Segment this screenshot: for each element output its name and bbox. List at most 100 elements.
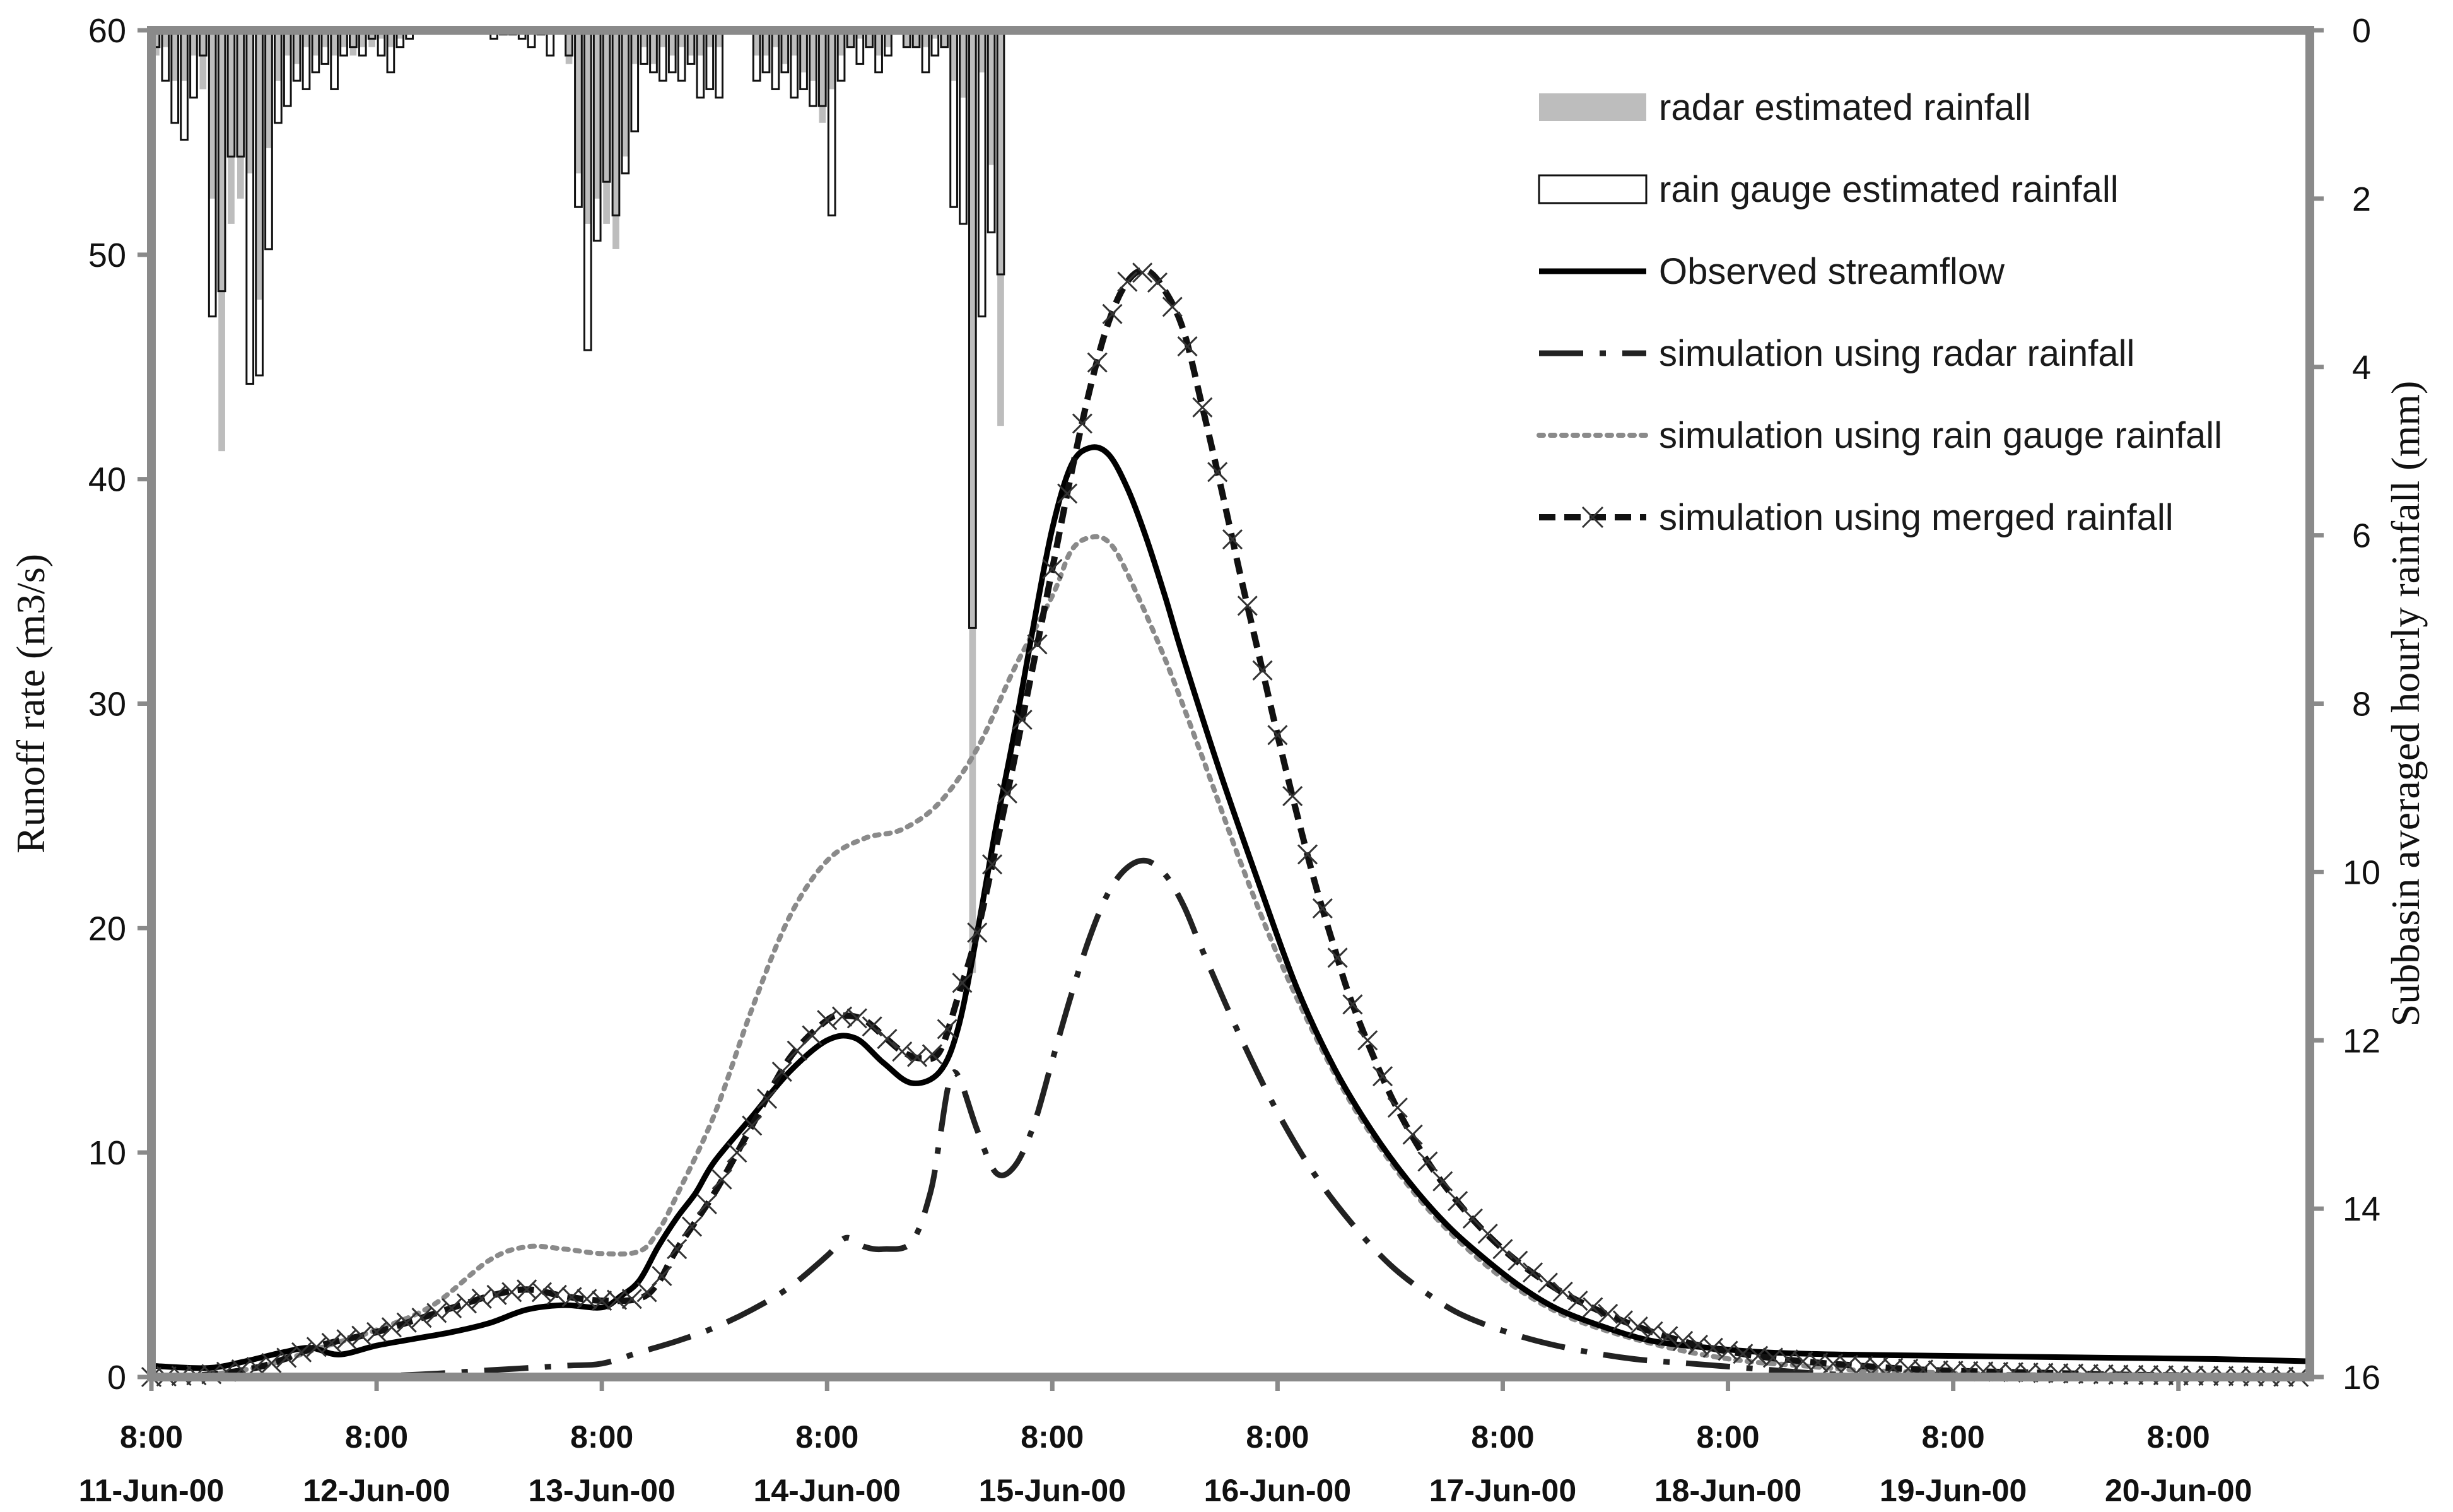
merged-marker <box>276 1347 297 1368</box>
y-tick-label: 20 <box>88 910 126 947</box>
merged-marker <box>1117 271 1138 292</box>
radar-rainfall-bar <box>171 30 179 81</box>
merged-marker <box>952 973 973 993</box>
merged-marker <box>1147 272 1168 293</box>
merged-marker <box>742 1115 763 1136</box>
radar-rainfall-bar <box>218 30 225 452</box>
radar-rainfall-bar <box>978 30 986 73</box>
merged-marker <box>1222 529 1243 550</box>
merged-marker <box>1612 1310 1633 1331</box>
radar-rainfall-bar <box>763 30 770 56</box>
radar-rainfall-bar <box>180 30 188 81</box>
y2-tick-label: 0 <box>2352 12 2371 50</box>
radar-rainfall-bar <box>997 30 1004 426</box>
legend-swatch-gauge-bar <box>1538 174 1648 204</box>
merged-marker <box>1658 1326 1678 1347</box>
radar-rainfall-bar <box>359 30 366 47</box>
radar-rainfall-bar <box>293 30 300 64</box>
series-line-sim_gauge <box>149 534 2312 1380</box>
radar-rainfall-bar <box>669 30 676 56</box>
merged-marker <box>892 1041 913 1062</box>
merged-marker <box>621 1289 642 1310</box>
radar-rainfall-bar <box>303 30 310 47</box>
legend: radar estimated rainfall rain gauge estim… <box>1537 87 2222 538</box>
merged-marker <box>1642 1321 1663 1342</box>
merged-marker <box>306 1337 327 1357</box>
radar-rainfall-bar <box>199 30 207 90</box>
radar-rainfall-bar <box>753 30 761 56</box>
merged-marker <box>1312 898 1333 919</box>
x-tick-time: 8:00 <box>345 1419 408 1455</box>
x-tick-date: 13-Jun-00 <box>528 1473 675 1508</box>
radar-rainfall-bar <box>612 30 619 249</box>
radar-rainfall-bar <box>828 30 836 90</box>
x-tick-time: 8:00 <box>1697 1419 1760 1455</box>
legend-label: simulation using radar rainfall <box>1659 333 2134 374</box>
merged-marker <box>652 1265 672 1286</box>
radar-rainfall-bar <box>922 30 929 47</box>
x-tick-time: 8:00 <box>1246 1419 1309 1455</box>
radar-rainfall-bar <box>312 30 319 56</box>
series-line-observed <box>151 444 2310 1371</box>
radar-rainfall-bar <box>706 30 713 47</box>
rainfall-bars <box>151 29 1005 973</box>
merged-marker <box>1177 336 1198 357</box>
radar-rainfall-bar <box>847 30 854 47</box>
merged-marker <box>1432 1171 1453 1192</box>
merged-marker <box>1207 462 1228 483</box>
radar-rainfall-bar <box>584 30 592 224</box>
radar-rainfall-bar <box>349 30 357 56</box>
y-tick-label: 40 <box>88 461 126 499</box>
merged-marker <box>1237 595 1258 616</box>
merged-marker <box>846 1008 867 1029</box>
y2-tick-label: 8 <box>2352 686 2371 724</box>
y2-tick-label: 4 <box>2352 349 2371 387</box>
radar-rainfall-bar <box>809 30 817 81</box>
merged-marker <box>1162 296 1183 317</box>
radar-rainfall-bar <box>903 30 911 47</box>
merged-marker <box>817 1010 838 1031</box>
y-tick-label: 30 <box>88 686 126 724</box>
x-tick-date: 19-Jun-00 <box>1880 1473 2027 1508</box>
merged-marker <box>1567 1290 1588 1311</box>
merged-marker <box>1598 1303 1619 1324</box>
y2-tick-label: 2 <box>2352 180 2371 218</box>
y-tick-label: 10 <box>88 1134 126 1172</box>
radar-rainfall-bar <box>603 30 610 224</box>
plot-frame <box>147 26 2314 1381</box>
x-tick-date: 12-Jun-00 <box>303 1473 450 1508</box>
radar-rainfall-bar <box>265 30 272 148</box>
merged-marker <box>696 1193 717 1215</box>
merged-marker <box>606 1289 628 1310</box>
merged-marker <box>711 1169 732 1190</box>
merged-marker <box>1853 1356 1873 1376</box>
merged-marker <box>771 1062 792 1082</box>
merged-marker <box>1523 1262 1543 1283</box>
merged-marker <box>681 1216 703 1237</box>
radar-rainfall-bar <box>161 30 169 47</box>
radar-rainfall-bar <box>340 30 348 47</box>
merged-marker <box>1252 660 1273 681</box>
radar-rainfall-bar <box>659 30 667 47</box>
merged-marker <box>1673 1330 1694 1351</box>
merged-marker <box>291 1342 312 1363</box>
radar-rainfall-bar <box>274 30 282 81</box>
merged-marker <box>937 1019 957 1040</box>
y-axis-label: Runoff rate (m3/s) <box>8 554 53 853</box>
merged-marker <box>1267 725 1288 746</box>
legend-label: simulation using merged rainfall <box>1659 497 2174 538</box>
radar-rainfall-bar <box>631 30 638 64</box>
radar-rainfall-bar <box>940 30 948 47</box>
streamflow-lines <box>141 262 2312 1388</box>
radar-rainfall-bar <box>255 30 263 300</box>
merged-marker <box>1057 483 1078 504</box>
merged-marker <box>456 1293 477 1314</box>
x-tick-date: 20-Jun-00 <box>2105 1473 2252 1508</box>
merged-marker <box>922 1044 942 1065</box>
merged-marker <box>1192 397 1213 418</box>
radar-rainfall-bar <box>800 30 807 73</box>
legend-label: radar estimated rainfall <box>1659 87 2031 128</box>
radar-rainfall-bar <box>321 30 329 47</box>
